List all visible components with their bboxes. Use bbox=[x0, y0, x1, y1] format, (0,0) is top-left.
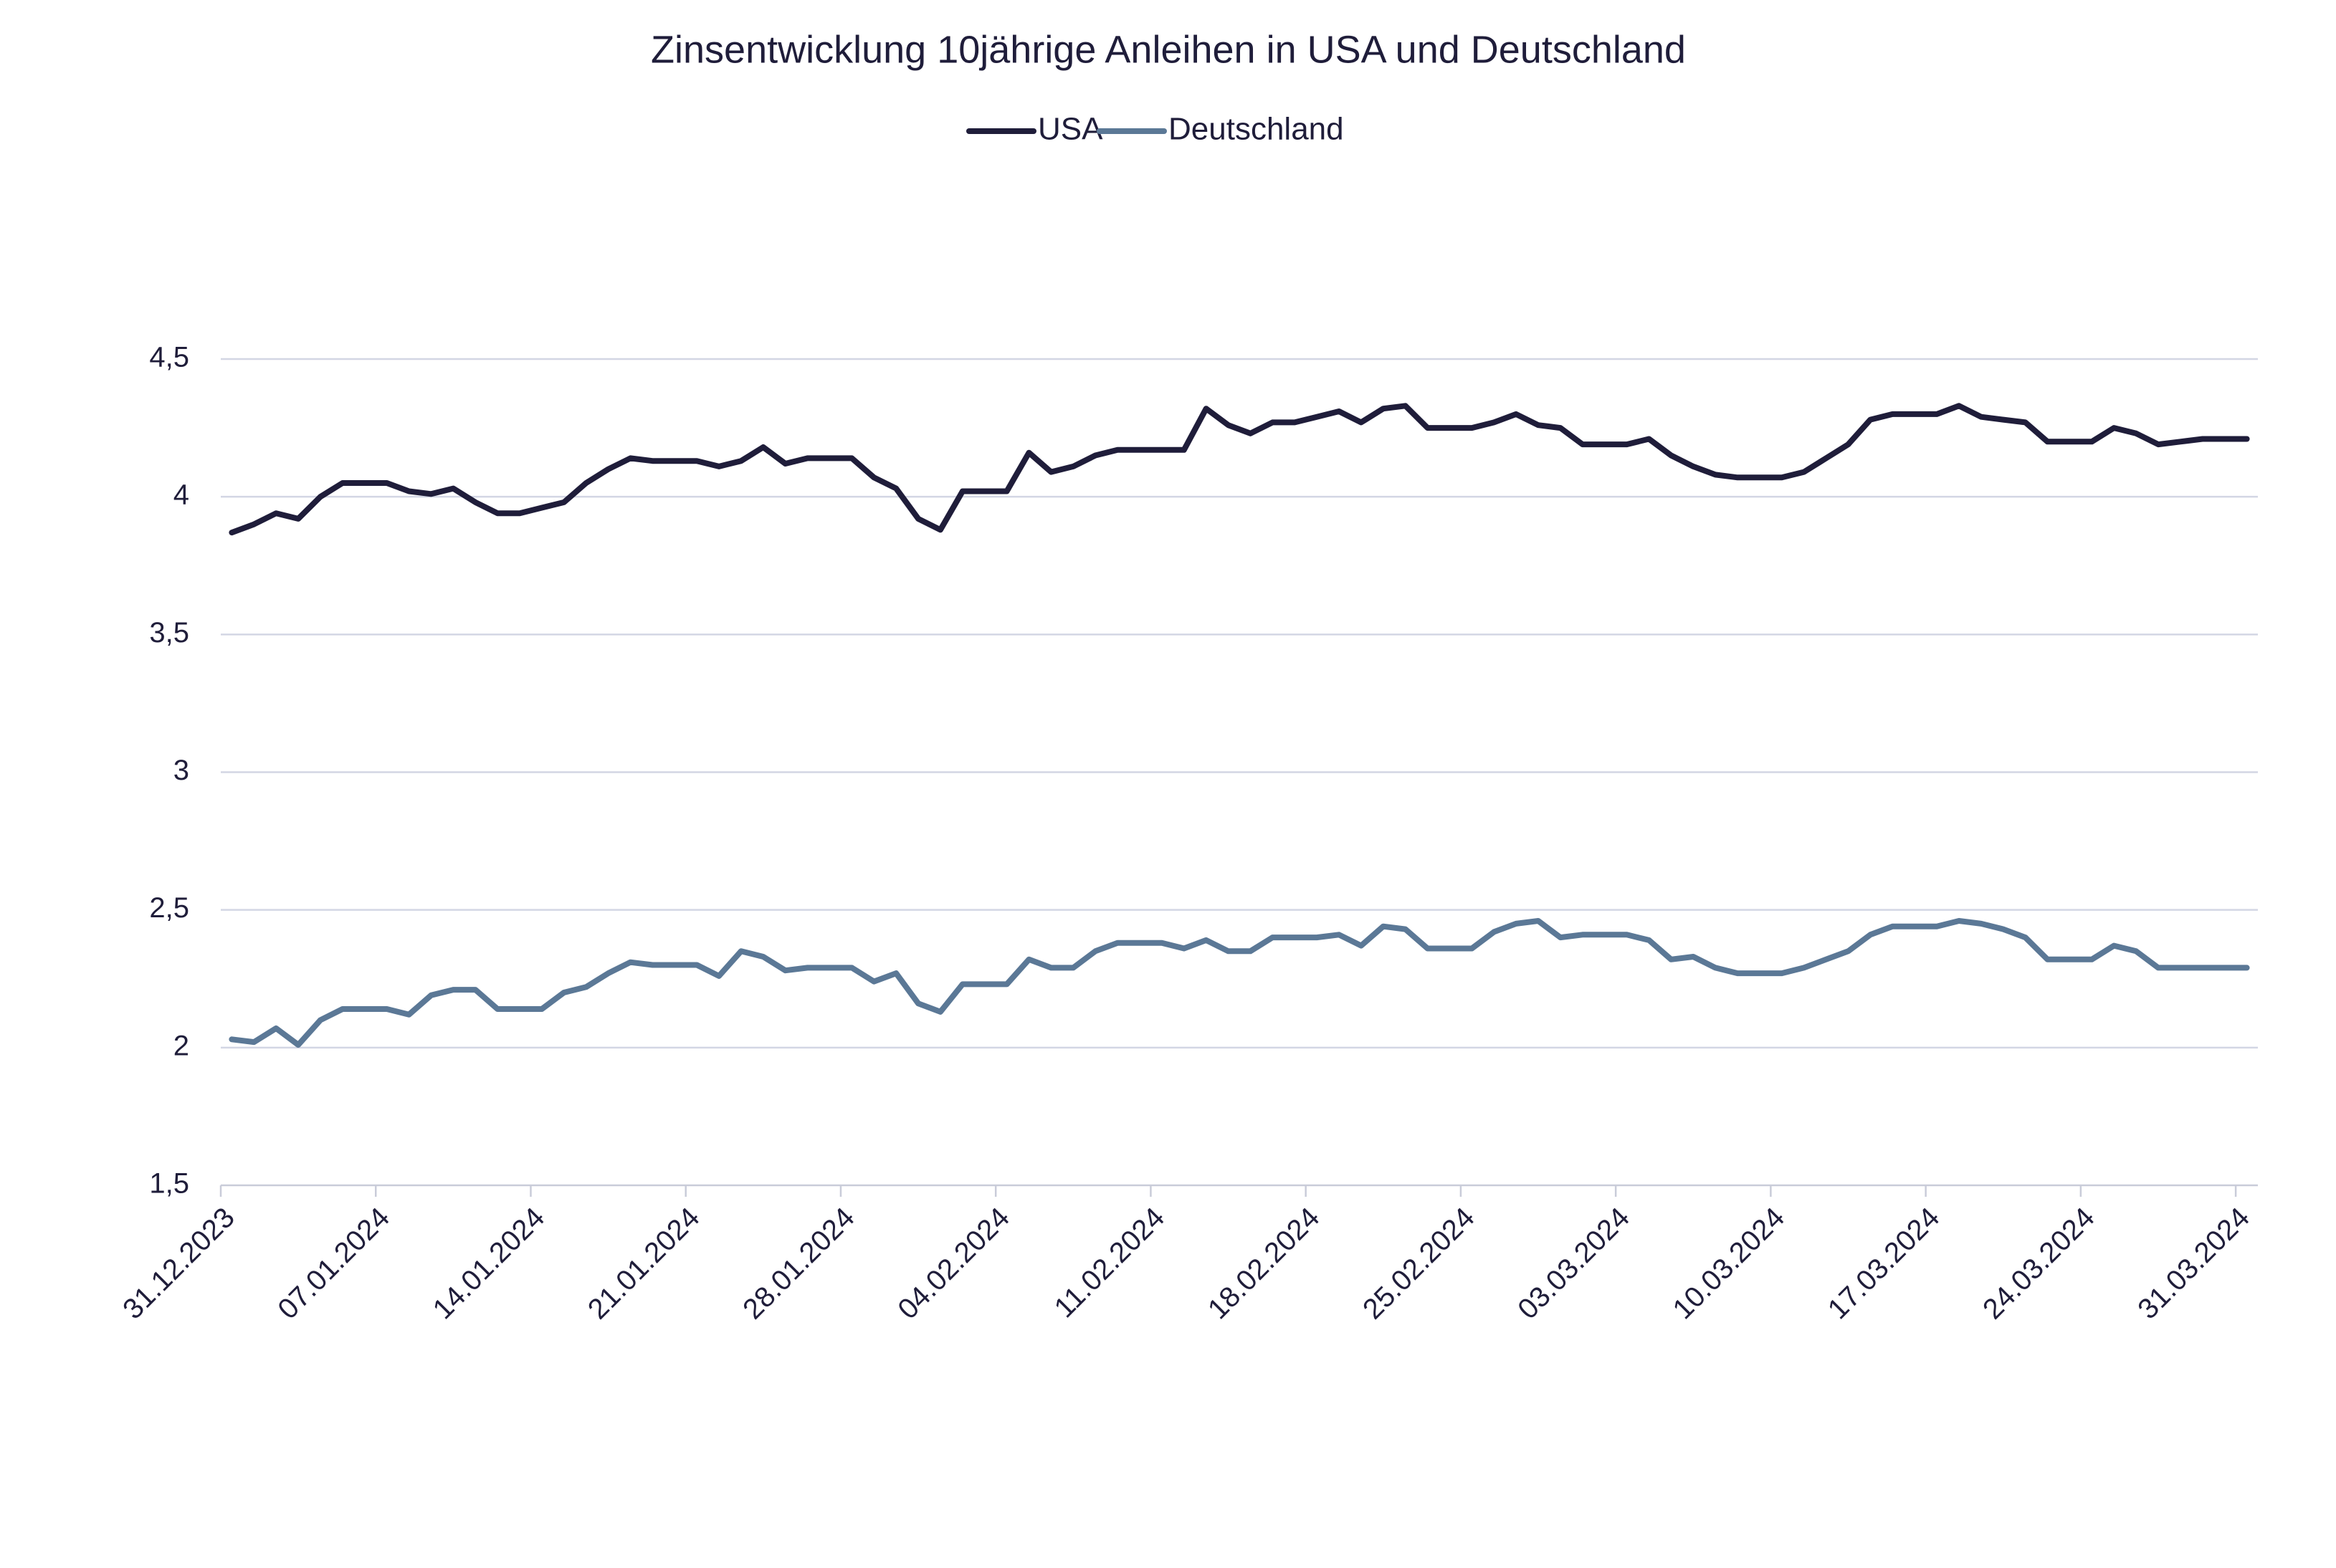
y-tick-label: 1,5 bbox=[149, 1168, 189, 1200]
legend-label: USA bbox=[1038, 112, 1103, 147]
y-tick-label: 4,5 bbox=[149, 342, 189, 373]
chart-title: Zinsentwicklung 10jährige Anleihen in US… bbox=[651, 28, 1686, 71]
series-line bbox=[229, 403, 2250, 536]
legend-label: Deutschland bbox=[1168, 112, 1344, 147]
y-tick-label: 3,5 bbox=[149, 617, 189, 649]
series-line bbox=[229, 918, 2250, 1048]
y-tick-label: 2 bbox=[173, 1030, 189, 1061]
y-tick-label: 3 bbox=[173, 755, 189, 786]
y-tick-label: 4 bbox=[173, 479, 189, 511]
y-tick-label: 2,5 bbox=[149, 892, 189, 924]
